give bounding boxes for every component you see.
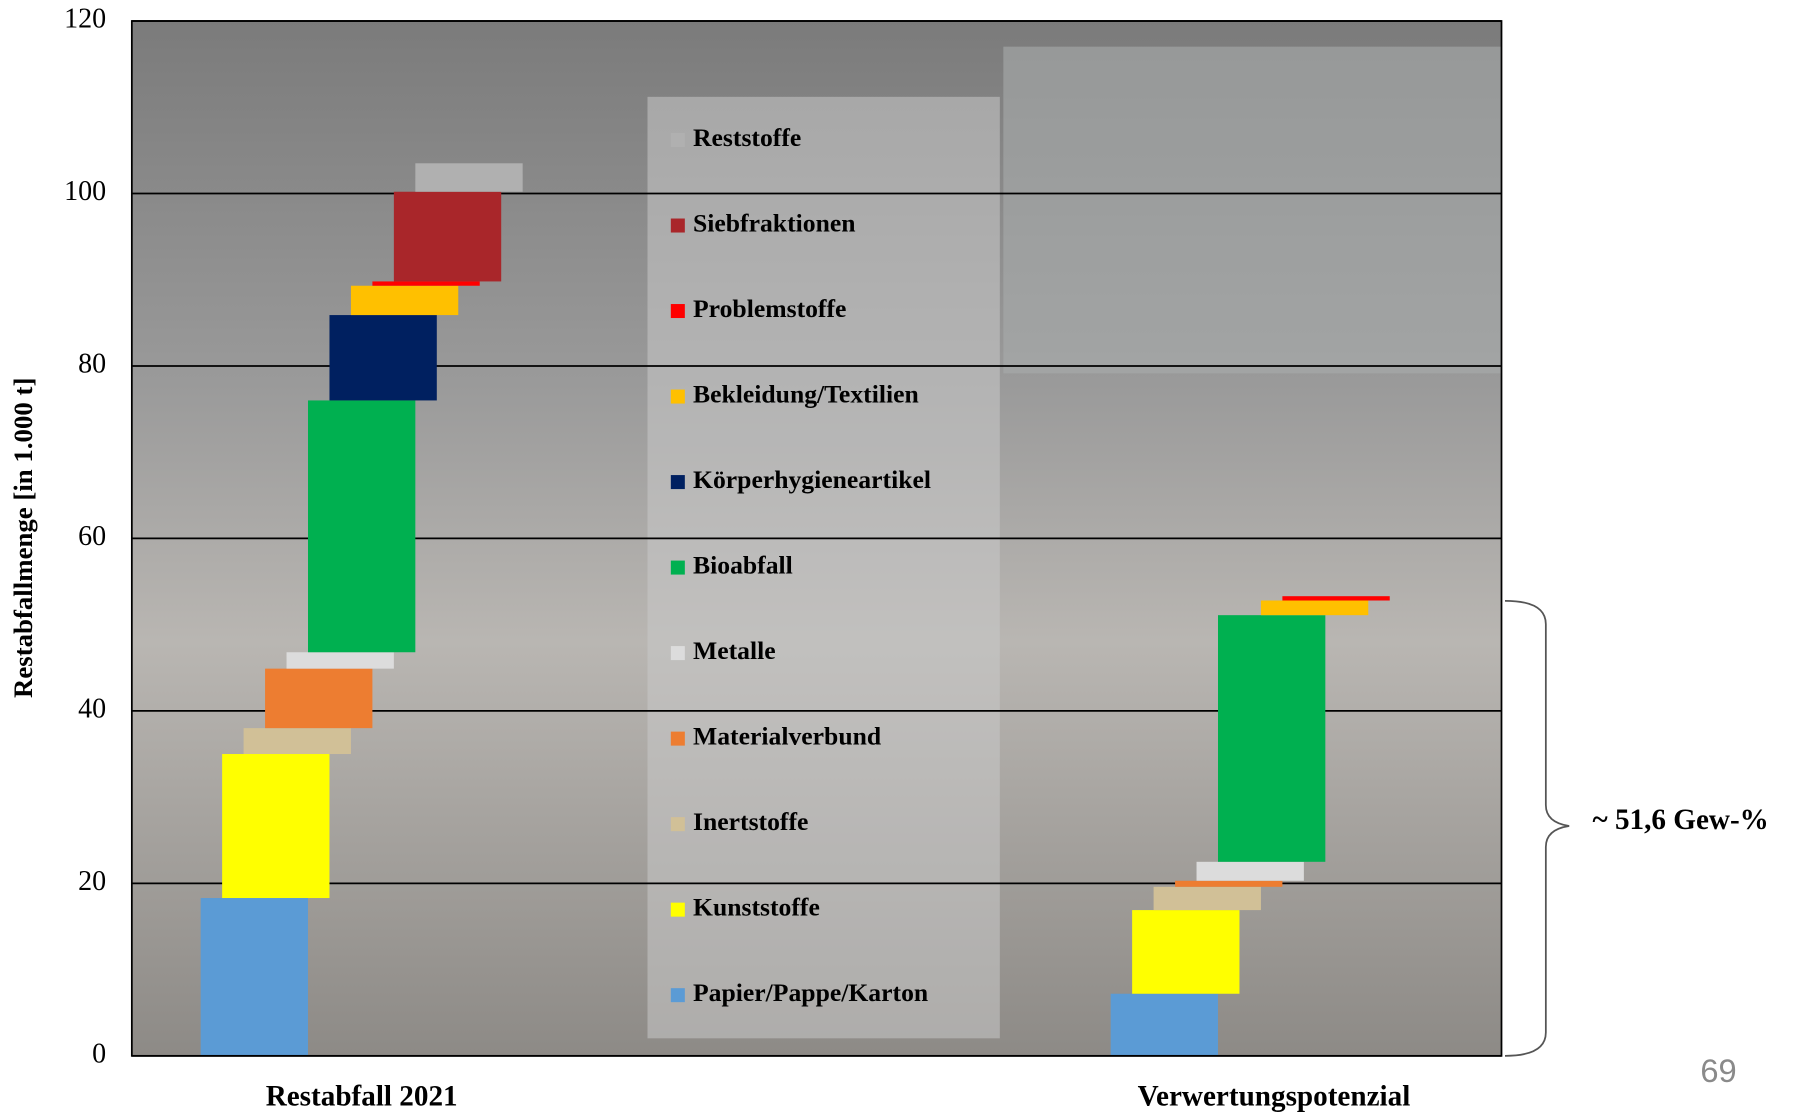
legend-swatch bbox=[670, 988, 685, 1003]
legend-swatch bbox=[670, 389, 685, 404]
bar-segment bbox=[308, 400, 416, 653]
y-tick-label: 120 bbox=[64, 3, 106, 34]
bar-segment bbox=[1132, 910, 1240, 994]
bar-segment bbox=[393, 191, 502, 282]
bar-segment bbox=[1282, 596, 1390, 601]
legend-label: Inertstoffe bbox=[693, 807, 808, 836]
y-tick-label: 60 bbox=[78, 521, 106, 552]
bar-segment bbox=[200, 898, 308, 1056]
bar-segment bbox=[286, 652, 394, 669]
legend-swatch bbox=[670, 817, 685, 832]
legend-swatch bbox=[670, 304, 685, 319]
y-axis-label: Restabfallmenge [in 1.000 t] bbox=[8, 378, 38, 698]
y-tick-label: 40 bbox=[78, 693, 106, 724]
legend-label: Metalle bbox=[693, 636, 776, 665]
bar-segment bbox=[372, 281, 480, 286]
legend-swatch bbox=[670, 560, 685, 575]
y-tick-label: 20 bbox=[78, 866, 106, 897]
bar-segment bbox=[350, 285, 459, 316]
legend-label: Reststoffe bbox=[693, 123, 801, 152]
legend-label: Kunststoffe bbox=[693, 893, 820, 922]
bar-segment bbox=[329, 315, 437, 401]
bar-segment bbox=[243, 728, 351, 755]
legend-swatch bbox=[670, 133, 685, 147]
bar-segment bbox=[265, 668, 373, 729]
bar-segment bbox=[1153, 886, 1261, 911]
legend-label: Problemstoffe bbox=[693, 294, 846, 323]
bar-segment bbox=[1110, 993, 1218, 1056]
legend-label: Bioabfall bbox=[693, 550, 793, 579]
bar-segment bbox=[222, 754, 330, 899]
legend-swatch bbox=[670, 218, 685, 233]
y-tick-label: 80 bbox=[78, 348, 106, 379]
legend-swatch bbox=[670, 646, 685, 661]
legend-label: Materialverbund bbox=[693, 722, 881, 751]
page-number: 69 bbox=[1700, 1052, 1736, 1089]
bar-segment bbox=[1218, 615, 1326, 862]
legend-swatch bbox=[670, 902, 685, 917]
y-tick-label: 100 bbox=[64, 176, 106, 207]
legend-label: Siebfraktionen bbox=[693, 208, 856, 237]
bar-segment bbox=[1196, 861, 1304, 881]
legend-label: Körperhygieneartikel bbox=[693, 465, 931, 494]
brace bbox=[1504, 599, 1570, 1057]
x-tick-label: Restabfall 2021 bbox=[266, 1081, 458, 1113]
photo-container bbox=[1003, 46, 1502, 374]
legend-swatch bbox=[670, 731, 685, 746]
x-tick-label: Verwertungspotenzial bbox=[1138, 1081, 1411, 1113]
plot-frame bbox=[130, 20, 1503, 1057]
legend-label: Papier/Pappe/Karton bbox=[693, 978, 928, 1007]
y-tick-label: 0 bbox=[92, 1038, 106, 1069]
bar-segment bbox=[1175, 880, 1283, 887]
legend-swatch bbox=[670, 475, 685, 490]
annotation: ~ 51,6 Gew-% bbox=[1593, 804, 1769, 836]
legend-label: Bekleidung/Textilien bbox=[693, 379, 919, 408]
bar-segment bbox=[415, 163, 523, 192]
bar-segment bbox=[1260, 600, 1369, 616]
legend-box bbox=[647, 96, 1000, 1039]
